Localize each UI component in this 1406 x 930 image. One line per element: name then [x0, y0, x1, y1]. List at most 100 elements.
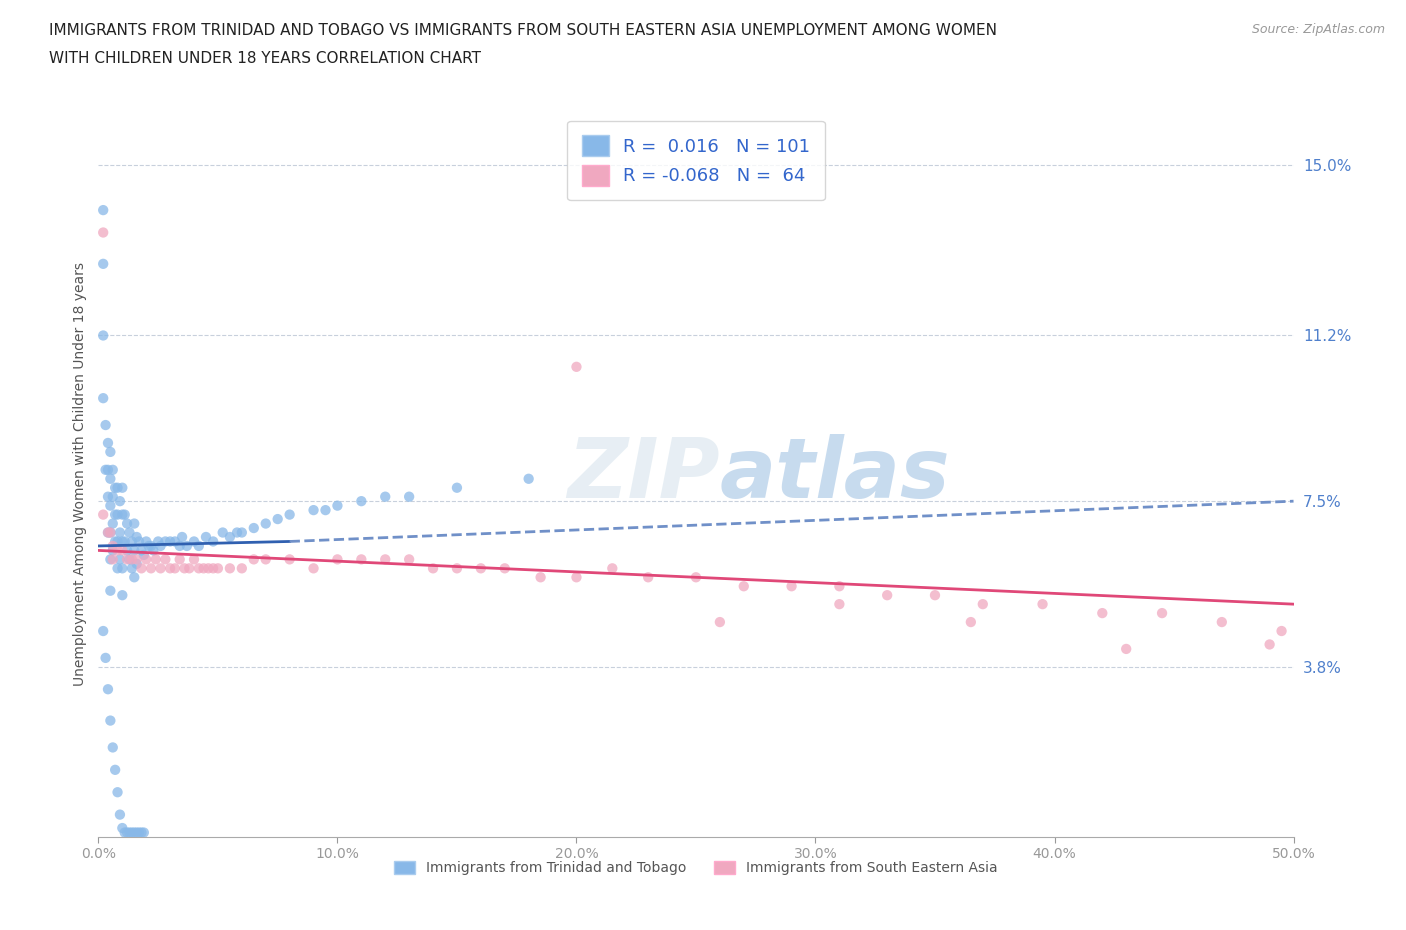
Point [132, 825, 155, 840]
Point [173, 561, 195, 576]
Point [125, 556, 148, 571]
Point [302, 561, 325, 576]
Point [1032, 597, 1054, 612]
Point [149, 538, 172, 553]
Point [187, 538, 209, 553]
Text: ZIP: ZIP [567, 433, 720, 515]
Point [135, 551, 157, 566]
Point [101, 740, 124, 755]
Point [302, 503, 325, 518]
Point [685, 570, 707, 585]
Point [101, 489, 124, 504]
Text: Source: ZipAtlas.com: Source: ZipAtlas.com [1251, 23, 1385, 36]
Y-axis label: Unemployment Among Women with Children Under 18 years: Unemployment Among Women with Children U… [73, 262, 87, 686]
Point [108, 551, 131, 566]
Point [97, 435, 120, 450]
Point [972, 597, 994, 612]
Point [315, 503, 337, 518]
Point [101, 538, 124, 553]
Point [207, 561, 229, 576]
Point [828, 597, 851, 612]
Point [118, 551, 141, 566]
Point [159, 534, 181, 549]
Point [135, 534, 157, 549]
Point [98, 498, 122, 513]
Point [197, 561, 219, 576]
Point [1152, 605, 1174, 620]
Point [108, 525, 131, 540]
Point [243, 521, 266, 536]
Text: atlas: atlas [720, 433, 950, 515]
Point [125, 551, 148, 566]
Point [91, 257, 114, 272]
Point [1258, 637, 1281, 652]
Point [517, 472, 540, 486]
Point [637, 570, 659, 585]
Point [124, 543, 146, 558]
Point [960, 615, 983, 630]
Point [128, 534, 150, 549]
Point [422, 561, 444, 576]
Point [98, 445, 122, 459]
Point [104, 507, 127, 522]
Point [138, 538, 160, 553]
Point [183, 551, 205, 566]
Point [176, 538, 198, 553]
Point [124, 516, 146, 531]
Point [202, 561, 225, 576]
Point [243, 551, 266, 566]
Point [602, 561, 624, 576]
Point [374, 551, 396, 566]
Point [104, 763, 127, 777]
Point [125, 825, 148, 840]
Point [91, 391, 114, 405]
Point [131, 825, 153, 840]
Point [98, 525, 122, 540]
Point [219, 561, 242, 576]
Point [267, 512, 290, 526]
Point [91, 507, 114, 522]
Point [1271, 624, 1294, 639]
Point [118, 525, 141, 540]
Point [278, 507, 301, 522]
Point [254, 551, 277, 566]
Point [114, 507, 136, 522]
Point [350, 494, 373, 509]
Point [163, 534, 186, 549]
Point [828, 578, 851, 593]
Point [124, 570, 146, 585]
Point [278, 551, 301, 566]
Point [219, 529, 242, 544]
Legend: Immigrants from Trinidad and Tobago, Immigrants from South Eastern Asia: Immigrants from Trinidad and Tobago, Imm… [388, 856, 1004, 881]
Point [132, 548, 155, 563]
Point [183, 534, 205, 549]
Point [108, 807, 131, 822]
Point [211, 525, 233, 540]
Point [780, 578, 803, 593]
Point [111, 534, 134, 549]
Point [565, 359, 588, 374]
Point [115, 516, 138, 531]
Point [398, 551, 420, 566]
Point [97, 525, 120, 540]
Point [398, 489, 420, 504]
Point [326, 551, 349, 566]
Point [114, 534, 136, 549]
Point [97, 682, 120, 697]
Point [97, 462, 120, 477]
Point [107, 507, 129, 522]
Point [709, 615, 731, 630]
Point [107, 561, 129, 576]
Point [98, 525, 122, 540]
Point [169, 551, 191, 566]
Point [202, 534, 225, 549]
Point [121, 534, 143, 549]
Point [169, 538, 191, 553]
Point [104, 534, 127, 549]
Point [924, 588, 946, 603]
Point [125, 529, 148, 544]
Point [108, 494, 131, 509]
Point [139, 561, 162, 576]
Point [187, 561, 209, 576]
Text: IMMIGRANTS FROM TRINIDAD AND TOBAGO VS IMMIGRANTS FROM SOUTH EASTERN ASIA UNEMPL: IMMIGRANTS FROM TRINIDAD AND TOBAGO VS I… [49, 23, 997, 38]
